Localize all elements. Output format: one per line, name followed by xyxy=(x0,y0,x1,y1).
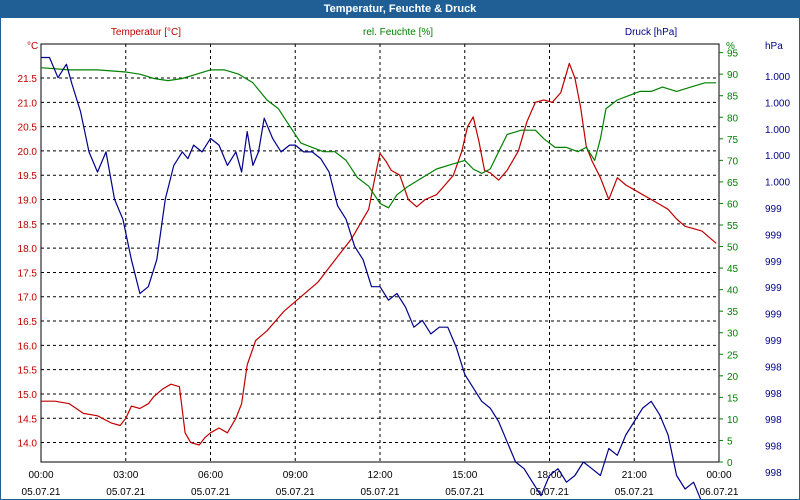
humidity-unit: % xyxy=(726,41,735,52)
pressure-tick-label: 1.000 xyxy=(765,125,790,136)
pressure-tick-label: 999 xyxy=(765,310,782,321)
x-tick-time: 03:00 xyxy=(113,470,138,481)
x-tick-time: 21:00 xyxy=(622,470,647,481)
temperature-tick-label: 14.5 xyxy=(18,414,38,425)
x-tick-time: 06:00 xyxy=(198,470,223,481)
humidity-tick-label: 45 xyxy=(727,264,739,275)
pressure-tick-label: 1.000 xyxy=(765,72,790,83)
pressure-tick-label: 999 xyxy=(765,257,782,268)
humidity-tick-label: 70 xyxy=(727,156,739,167)
humidity-tick-label: 95 xyxy=(727,49,739,60)
x-tick-date: 05.07.21 xyxy=(445,487,484,498)
pressure-tick-label: 998 xyxy=(765,415,782,426)
chart-plot: Temperatur [°C] rel. Feuchte [%] Druck [… xyxy=(18,27,790,499)
temperature-tick-label: 18.0 xyxy=(18,244,38,255)
x-tick-time: 00:00 xyxy=(28,470,53,481)
temperature-tick-label: 21.0 xyxy=(18,98,38,109)
x-tick-date: 05.07.21 xyxy=(106,487,145,498)
pressure-tick-label: 1.000 xyxy=(765,178,790,189)
pressure-tick-label: 998 xyxy=(765,362,782,373)
pressure-tick-label: 998 xyxy=(765,468,782,479)
humidity-tick-label: 65 xyxy=(727,178,739,189)
humidity-tick-label: 0 xyxy=(727,458,733,469)
temperature-line xyxy=(41,62,717,446)
x-tick-date: 05.07.21 xyxy=(361,487,400,498)
pressure-unit: hPa xyxy=(765,41,783,52)
humidity-tick-label: 90 xyxy=(727,70,739,81)
pressure-tick-label: 999 xyxy=(765,230,782,241)
humidity-tick-label: 80 xyxy=(727,113,739,124)
x-tick-date: 05.07.21 xyxy=(615,487,654,498)
humidity-tick-label: 75 xyxy=(727,135,739,146)
humidity-tick-label: 35 xyxy=(727,307,739,318)
humidity-tick-label: 15 xyxy=(727,393,739,404)
temperature-tick-label: 15.5 xyxy=(18,366,38,377)
x-tick-time: 12:00 xyxy=(367,470,392,481)
temperature-tick-label: 15.0 xyxy=(18,390,38,401)
pressure-tick-label: 1.000 xyxy=(765,151,790,162)
humidity-line xyxy=(40,67,717,209)
x-tick-date: 06.07.21 xyxy=(700,487,739,498)
temperature-tick-label: 19.0 xyxy=(18,196,38,207)
humidity-tick-label: 85 xyxy=(727,92,739,103)
x-tick-date: 05.07.21 xyxy=(530,487,569,498)
humidity-tick-label: 55 xyxy=(727,221,739,232)
pressure-tick-label: 999 xyxy=(765,336,782,347)
temperature-tick-label: 17.0 xyxy=(18,293,38,304)
pressure-tick-label: 998 xyxy=(765,442,782,453)
x-tick-date: 05.07.21 xyxy=(191,487,230,498)
humidity-axis-label: rel. Feuchte [%] xyxy=(363,27,433,38)
x-tick-time: 15:00 xyxy=(452,470,477,481)
humidity-tick-label: 30 xyxy=(727,329,739,340)
humidity-tick-label: 60 xyxy=(727,199,739,210)
pressure-axis-label: Druck [hPa] xyxy=(625,27,677,38)
temperature-tick-label: 18.5 xyxy=(18,220,38,231)
temperature-unit: °C xyxy=(27,41,38,52)
temperature-tick-label: 17.5 xyxy=(18,268,38,279)
pressure-line xyxy=(41,56,702,499)
pressure-tick-label: 999 xyxy=(765,283,782,294)
x-tick-date: 05.07.21 xyxy=(276,487,315,498)
temperature-axis-label: Temperatur [°C] xyxy=(111,27,181,38)
humidity-tick-label: 25 xyxy=(727,350,739,361)
humidity-tick-label: 5 xyxy=(727,436,733,447)
temperature-tick-label: 20.0 xyxy=(18,147,38,158)
chart-title: Temperatur, Feuchte & Druck xyxy=(1,1,799,18)
x-tick-date: 05.07.21 xyxy=(22,487,61,498)
humidity-tick-label: 40 xyxy=(727,286,739,297)
x-tick-time: 00:00 xyxy=(706,470,731,481)
temperature-tick-label: 14.0 xyxy=(18,439,38,450)
temperature-tick-label: 16.0 xyxy=(18,341,38,352)
humidity-tick-label: 50 xyxy=(727,243,739,254)
pressure-tick-label: 999 xyxy=(765,204,782,215)
pressure-tick-label: 1.000 xyxy=(765,98,790,109)
temperature-tick-label: 19.5 xyxy=(18,171,38,182)
x-tick-time: 09:00 xyxy=(283,470,308,481)
temperature-tick-label: 21.5 xyxy=(18,74,38,85)
pressure-tick-label: 998 xyxy=(765,389,782,400)
temperature-tick-label: 20.5 xyxy=(18,123,38,134)
temperature-tick-label: 16.5 xyxy=(18,317,38,328)
humidity-tick-label: 10 xyxy=(727,415,739,426)
humidity-tick-label: 20 xyxy=(727,372,739,383)
